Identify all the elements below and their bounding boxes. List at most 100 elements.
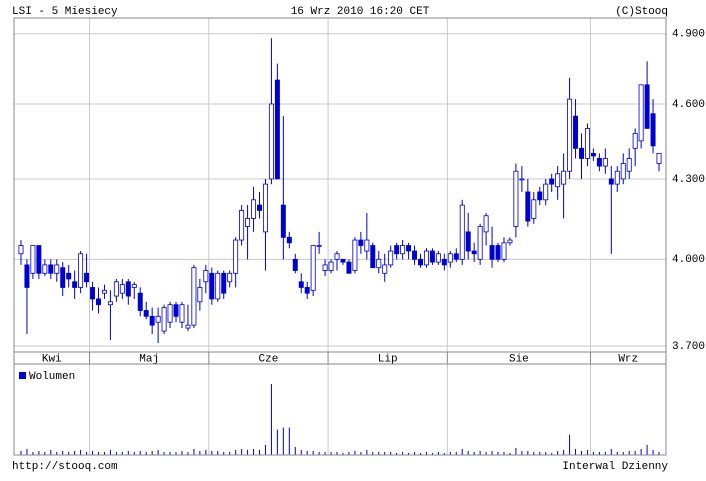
candle-body (656, 152, 662, 164)
chart-date: 16 Wrz 2010 16:20 CET (291, 6, 430, 18)
candle-body (18, 245, 24, 255)
candle-body (42, 264, 48, 274)
candle-body (489, 245, 495, 260)
volume-legend: Wolumen (29, 371, 75, 383)
candle-body (84, 272, 90, 283)
candle-body (54, 264, 60, 274)
candle-body (579, 147, 584, 159)
candle-body (447, 253, 453, 263)
candle-body (131, 284, 137, 288)
grid: 3.700 4.000 4.300 4.600 4.900 Kwi Maj Cze Lip Sie… (14, 18, 705, 455)
candle-body (388, 250, 394, 266)
candle-body (465, 231, 471, 252)
candle-body (268, 103, 274, 180)
candle-body (340, 258, 346, 263)
candle-body (650, 113, 656, 147)
candle-body (286, 236, 292, 244)
candle-body (406, 245, 412, 252)
candle-body (179, 304, 185, 323)
candle-body (322, 264, 328, 271)
candle-body (209, 272, 215, 300)
candle-body (412, 250, 418, 260)
candle-body (567, 98, 573, 172)
candle-body (376, 258, 382, 269)
candle-body (143, 310, 149, 317)
candle-body (608, 178, 614, 185)
candle-body (137, 292, 143, 311)
candle-body (501, 242, 507, 260)
candle-body (78, 253, 84, 288)
candle-body (191, 267, 197, 326)
candle-body (149, 315, 155, 326)
candle-body (537, 191, 543, 201)
candle-body (418, 258, 423, 266)
footer-interval: Interwal Dzienny (562, 461, 668, 473)
candle-body (185, 324, 191, 329)
candle-body (644, 84, 650, 129)
candle-body (36, 245, 42, 274)
candle-body (203, 270, 209, 283)
footer-url: http://stooq.com (12, 461, 118, 473)
candle-body (507, 239, 513, 244)
candle-body (573, 115, 579, 149)
candle-body (584, 128, 590, 159)
candle-body (495, 245, 501, 260)
candle-body (72, 281, 78, 288)
y-tick-label: 4.300 (672, 174, 705, 186)
candle-body (167, 304, 173, 323)
candle-body (257, 204, 262, 211)
candle-body (513, 170, 519, 227)
candle-body (274, 79, 280, 180)
y-tick-label: 3.700 (672, 341, 705, 353)
candle-body (310, 245, 316, 291)
candle-body (549, 178, 555, 185)
candle-body (543, 183, 549, 201)
candle-body (626, 158, 632, 172)
candle-body (119, 284, 125, 294)
candle-body (173, 304, 179, 317)
candle-body (227, 272, 233, 283)
candle-body (394, 245, 400, 255)
chart-title: LSI - 5 Miesiecy (12, 6, 118, 18)
candle-body (596, 158, 602, 167)
candle-body (561, 170, 567, 185)
candle-body (60, 267, 66, 288)
candle-body (125, 281, 131, 297)
candle-body (155, 315, 161, 323)
candle-body (251, 199, 257, 219)
volume-frame (13, 363, 667, 456)
candle-body (525, 191, 531, 222)
candle-body (441, 258, 447, 266)
candle-body (346, 261, 352, 274)
candle-body (107, 301, 113, 306)
candle-body (316, 245, 322, 247)
candle-body (48, 264, 54, 274)
candle-body (519, 178, 525, 181)
y-tick-label: 4.900 (672, 29, 705, 41)
candle-body (370, 245, 376, 269)
candle-body (245, 218, 251, 227)
candle-body (638, 84, 644, 142)
candle-body (221, 272, 227, 294)
candle-body (90, 287, 96, 300)
x-tick-label: Wrz (618, 353, 638, 365)
candle-body (477, 226, 483, 260)
candle-body (429, 250, 435, 263)
candle-body (30, 245, 36, 274)
candle-body (262, 183, 268, 233)
candle-body (435, 253, 441, 263)
candle-body (280, 204, 286, 238)
marks (18, 38, 662, 455)
candle-body (400, 245, 406, 255)
candle-body (24, 264, 30, 288)
volume-legend-key (19, 372, 26, 379)
source: (C)Stooq (615, 6, 668, 18)
candle-body (304, 287, 310, 294)
candle-body (382, 264, 388, 274)
candle-body (632, 132, 638, 149)
candle-body (614, 170, 620, 185)
candle-body (96, 298, 101, 306)
y-tick-label: 4.600 (672, 99, 705, 111)
candle-body (161, 307, 167, 332)
